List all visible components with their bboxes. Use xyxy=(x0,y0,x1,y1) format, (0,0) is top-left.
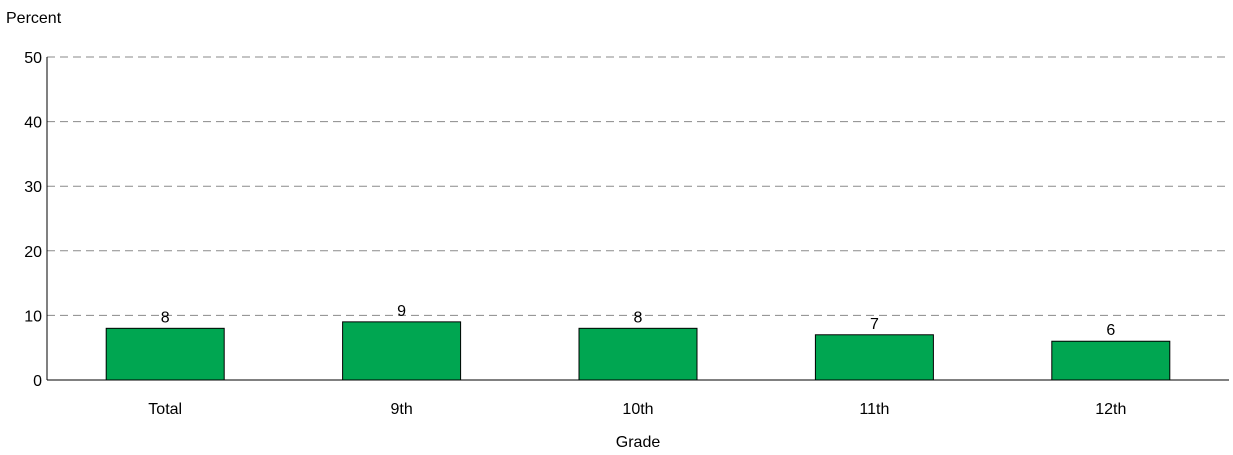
data-label: 8 xyxy=(634,309,643,326)
x-tick-label: Total xyxy=(148,401,182,418)
bar-10th xyxy=(578,327,698,381)
x-tick-label: 10th xyxy=(622,401,653,418)
y-tick-label: 50 xyxy=(24,50,42,67)
bar-9th xyxy=(342,321,462,381)
x-tick-label: 9th xyxy=(390,401,412,418)
bar-total xyxy=(105,327,225,381)
bar-11th xyxy=(814,334,934,381)
y-axis-title: Percent xyxy=(6,10,62,27)
x-tick-label: 12th xyxy=(1095,401,1126,418)
data-label: 7 xyxy=(870,316,879,333)
data-label: 9 xyxy=(397,303,406,320)
data-label: 6 xyxy=(1106,322,1115,339)
y-tick-label: 20 xyxy=(24,244,42,261)
x-tick-labels: Total 9th 10th 11th 12th xyxy=(148,401,1126,418)
bar-12th xyxy=(1051,340,1171,381)
y-tick-label: 30 xyxy=(24,179,42,196)
bars xyxy=(105,321,1171,381)
y-tick-label: 0 xyxy=(33,373,42,390)
y-tick-labels: 0 10 20 30 40 50 xyxy=(24,50,42,390)
x-tick-label: 11th xyxy=(859,401,889,418)
data-labels: 8 9 8 7 6 xyxy=(161,303,1116,339)
y-tick-label: 40 xyxy=(24,115,42,132)
y-tick-label: 10 xyxy=(24,308,42,325)
gridlines xyxy=(47,56,1229,316)
axes xyxy=(46,57,1229,381)
x-axis-title: Grade xyxy=(616,434,661,451)
data-label: 8 xyxy=(161,309,170,326)
